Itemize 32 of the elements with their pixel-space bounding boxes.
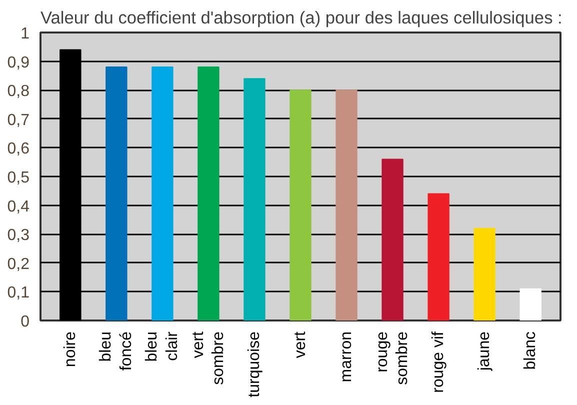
y-tick-label: 0,4 xyxy=(7,198,30,216)
x-tick-label: vert sombre xyxy=(190,330,228,385)
bar xyxy=(290,90,312,320)
x-tick-label: turquoise xyxy=(246,331,263,398)
x-tick-label: rouge sombre xyxy=(374,331,412,385)
y-tick-label: 0,3 xyxy=(7,227,30,244)
bar xyxy=(106,66,128,320)
chart-title: Valeur du coefficient d'absorption (a) pour des laques cellulosiques : xyxy=(40,8,562,28)
bar xyxy=(198,66,220,320)
bar xyxy=(336,90,358,320)
x-tick-label: rouge vif xyxy=(430,330,448,393)
y-tick-label: 0,7 xyxy=(7,112,30,129)
x-tick-label: blanc xyxy=(522,332,540,370)
x-tick-label: marron xyxy=(338,331,356,382)
bar xyxy=(244,78,266,320)
x-tick-label: vert xyxy=(292,330,309,358)
y-tick-label: 0,9 xyxy=(7,54,30,72)
bar xyxy=(474,228,496,320)
x-tick-label: bleu clair xyxy=(144,330,182,362)
bar xyxy=(382,158,404,320)
bar xyxy=(428,193,450,320)
bar xyxy=(520,288,542,320)
y-tick-label: 0,5 xyxy=(7,170,30,186)
bar xyxy=(152,66,174,320)
x-tick-label: jaune xyxy=(476,331,494,372)
x-tick-label: noire xyxy=(62,331,79,368)
y-tick-label: 0,2 xyxy=(7,256,30,273)
y-tick-label: 0,8 xyxy=(7,83,30,100)
y-tick-label: 0 xyxy=(20,314,30,330)
y-tick-label: 1 xyxy=(20,26,30,42)
y-tick-label: 0,6 xyxy=(7,140,30,158)
y-tick-label: 0,1 xyxy=(7,284,30,302)
